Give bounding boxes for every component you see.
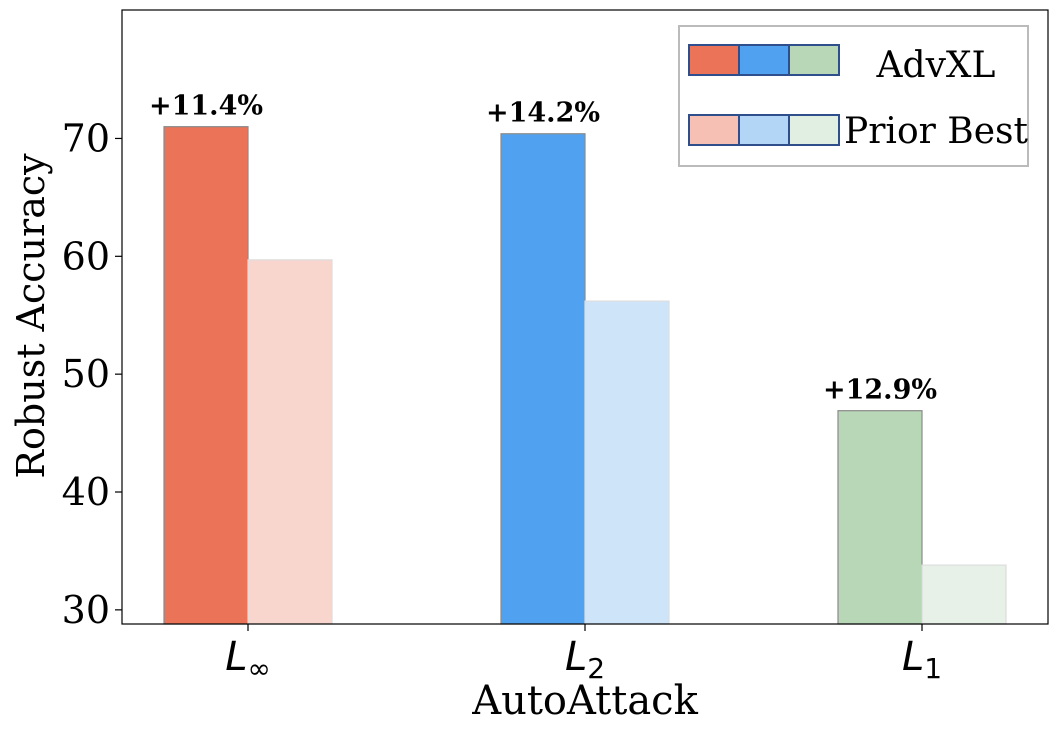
y-tick-label-1: 40 <box>62 470 110 514</box>
legend-swatch-prior-best-0 <box>688 114 740 146</box>
legend-swatch-prior-best-2 <box>788 114 840 146</box>
plot-frame <box>121 9 1049 625</box>
legend-swatch-prior-best-1 <box>738 114 790 146</box>
x-ticks-layer: L∞ L2 L1 <box>225 624 942 685</box>
y-tick-label-2: 50 <box>62 352 110 396</box>
annotations-layer: +11.4% +14.2% +12.9% <box>149 91 937 406</box>
y-axis-title: Robust Accuracy <box>9 153 53 479</box>
x-axis-title: AutoAttack <box>471 678 698 724</box>
bar-advxl-0 <box>163 126 249 625</box>
legend: AdvXL Prior Best <box>678 25 1029 167</box>
bar-annotation-0: +11.4% <box>149 91 263 122</box>
bar-annotation-1: +14.2% <box>486 98 600 129</box>
y-tick-label-0: 30 <box>62 588 110 632</box>
y-tick-label-3: 60 <box>62 234 110 278</box>
legend-swatch-advxl-0 <box>688 44 740 76</box>
bar-prior-best-2 <box>921 564 1007 625</box>
y-ticks-layer: 30 40 50 60 70 <box>62 116 122 632</box>
y-axis-title-group: Robust Accuracy <box>9 153 53 479</box>
x-tick-label-0: L∞ <box>225 634 271 685</box>
x-tick-label-1: L2 <box>565 634 605 685</box>
bar-annotation-2: +12.9% <box>823 375 937 406</box>
legend-swatch-advxl-1 <box>738 44 790 76</box>
y-tick-label-4: 70 <box>62 116 110 160</box>
x-tick-label-2: L1 <box>902 634 942 685</box>
legend-swatch-advxl-2 <box>788 44 840 76</box>
legend-label-advxl: AdvXL <box>876 45 996 86</box>
bars-layer <box>163 126 1007 625</box>
legend-label-prior-best: Prior Best <box>844 111 1029 152</box>
bar-advxl-1 <box>500 133 586 625</box>
legend-swatches <box>688 44 840 146</box>
bar-advxl-2 <box>837 410 923 625</box>
bar-prior-best-1 <box>584 300 670 625</box>
bar-prior-best-0 <box>247 259 333 625</box>
